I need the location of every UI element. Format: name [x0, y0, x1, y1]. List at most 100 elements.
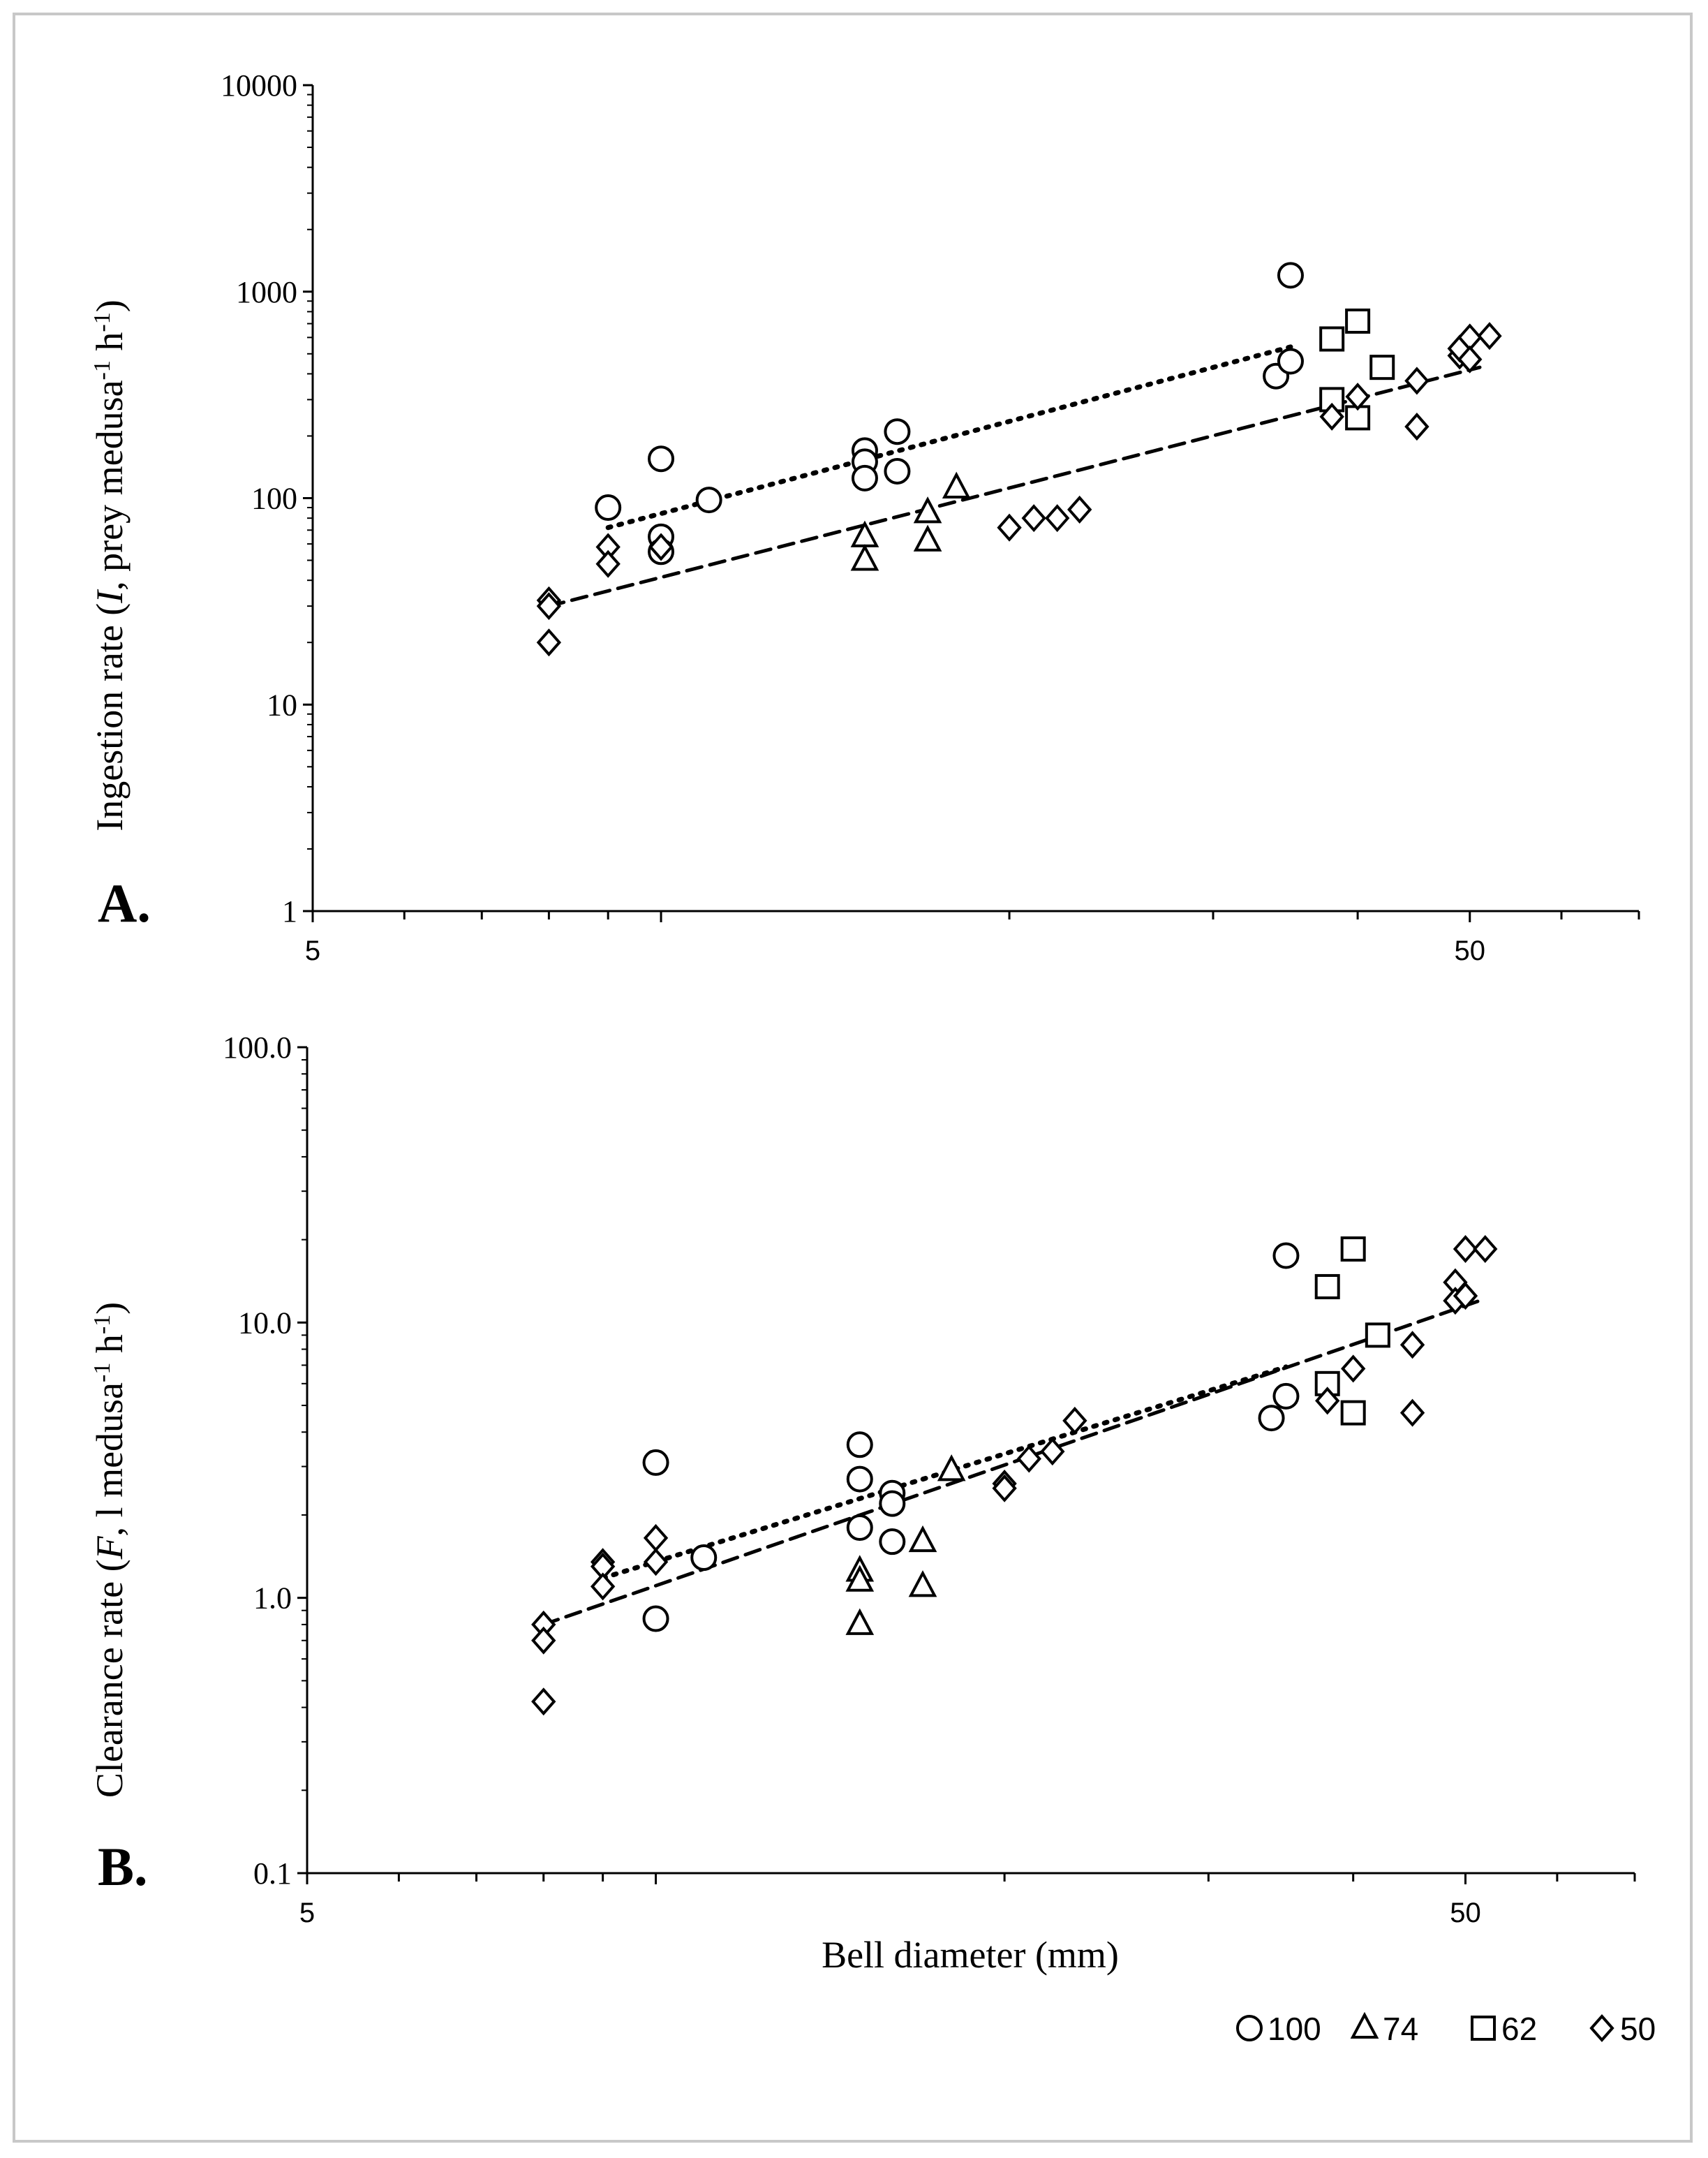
data-point-50 [1040, 1438, 1065, 1466]
data-point-50 [1404, 413, 1429, 441]
trendline-50 [547, 365, 1482, 608]
data-point-62 [1369, 355, 1395, 380]
data-point-50 [1341, 1354, 1366, 1383]
data-point-50 [1315, 1387, 1340, 1415]
data-point-100 [1277, 262, 1304, 289]
legend-marker-74 [1350, 2011, 1379, 2039]
x-tick-label: 50 [1455, 936, 1486, 966]
data-point-50 [1453, 1234, 1478, 1264]
panel-b-axes [297, 1046, 1636, 1884]
y-tick-label: 10.0 [238, 1306, 292, 1340]
data-point-100 [690, 1544, 718, 1572]
y-tick-label: 100 [251, 482, 297, 516]
data-point-50 [1404, 367, 1429, 395]
y-tick-label: 100.0 [223, 1030, 292, 1065]
data-point-50 [1021, 504, 1046, 533]
data-point-100 [851, 464, 878, 492]
panel-a-points [536, 262, 1502, 657]
panel-a-y-axis-title: Ingestion rate (I, prey medusa-1 h-1) [89, 300, 131, 831]
data-point-100 [879, 1528, 906, 1555]
data-point-50 [536, 592, 562, 621]
data-point-50 [1477, 322, 1502, 350]
legend: 100 74 62 50 [1236, 2011, 1656, 2047]
data-point-50 [531, 1626, 556, 1655]
data-point-100 [695, 487, 722, 514]
panel-b-points [531, 1234, 1498, 1716]
data-point-50 [1345, 383, 1370, 411]
data-point-50 [1062, 1406, 1087, 1435]
data-point-100 [1272, 1382, 1300, 1410]
data-point-74 [908, 1525, 937, 1553]
legend-marker-62 [1471, 2016, 1496, 2041]
data-point-100 [595, 494, 622, 522]
data-point-100 [846, 1514, 873, 1542]
y-tick-label: 0.1 [253, 1856, 292, 1891]
data-point-100 [1258, 1405, 1285, 1432]
data-point-100 [642, 1605, 669, 1632]
x-tick-label: 5 [299, 1898, 315, 1928]
data-point-50 [643, 1548, 669, 1576]
legend-label: 62 [1501, 2011, 1537, 2047]
figure-frame [13, 13, 1693, 2143]
data-point-100 [884, 457, 911, 485]
data-point-100 [884, 418, 911, 445]
data-point-50 [531, 1687, 556, 1716]
data-point-50 [648, 533, 674, 561]
data-point-50 [1067, 495, 1092, 524]
data-point-50 [643, 1523, 669, 1552]
data-point-74 [845, 1608, 875, 1635]
panel-b-label: B. [98, 1836, 148, 1897]
data-point-62 [1345, 308, 1371, 334]
data-point-50 [1016, 1444, 1041, 1473]
data-point-50 [1319, 402, 1344, 431]
data-point-74 [937, 1454, 966, 1481]
panel-b-trendlines [542, 1296, 1487, 1627]
panel-b: 0.1 1.0 10.0 100.0 5 50 B. Clearance rate (F,… [89, 1030, 1636, 1976]
data-point-74 [913, 496, 942, 524]
data-point-62 [1340, 1236, 1366, 1262]
data-point-100 [642, 1449, 669, 1476]
x-tick-label: 50 [1450, 1898, 1481, 1928]
data-point-62 [1314, 1273, 1340, 1299]
legend-label: 50 [1620, 2011, 1656, 2047]
y-tick-label: 10 [267, 688, 297, 722]
data-point-100 [879, 1490, 906, 1517]
panel-a-tick-labels: 1 10 100 1000 10000 5 50 [221, 68, 1485, 966]
y-tick-label: 1000 [236, 275, 297, 309]
y-tick-label: 1.0 [253, 1581, 292, 1616]
data-point-50 [595, 549, 621, 578]
data-point-74 [942, 471, 971, 498]
legend-marker-100 [1236, 2015, 1263, 2041]
data-point-50 [1399, 1331, 1425, 1359]
data-point-74 [908, 1570, 937, 1597]
y-tick-label: 10000 [221, 68, 297, 103]
data-point-50 [992, 1474, 1017, 1502]
panel-a-axes [303, 84, 1640, 922]
data-point-100 [846, 1465, 873, 1493]
data-point-50 [1399, 1398, 1425, 1427]
data-point-74 [913, 524, 942, 552]
data-point-100 [846, 1431, 873, 1458]
data-point-50 [590, 1572, 616, 1601]
data-point-62 [1365, 1322, 1390, 1348]
data-point-100 [648, 445, 675, 473]
data-point-62 [1319, 326, 1345, 352]
data-point-100 [1277, 348, 1304, 375]
panel-b-y-axis-title: Clearance rate (F, l medusa-1 h-1) [89, 1302, 131, 1798]
y-tick-label: 1 [282, 894, 297, 929]
data-point-62 [1340, 1400, 1366, 1426]
panel-a-trendlines [547, 344, 1482, 608]
data-point-100 [1272, 1242, 1300, 1269]
data-point-50 [1457, 345, 1483, 374]
panel-a-label: A. [98, 873, 151, 933]
panel-b-tick-labels: 0.1 1.0 10.0 100.0 5 50 [223, 1030, 1481, 1928]
data-point-50 [1453, 1282, 1478, 1310]
legend-marker-50 [1589, 2013, 1614, 2043]
legend-label: 74 [1383, 2011, 1418, 2047]
data-point-74 [850, 544, 879, 571]
legend-label: 100 [1268, 2011, 1321, 2047]
x-axis-title: Bell diameter (mm) [822, 1934, 1119, 1976]
data-point-50 [536, 628, 562, 657]
data-point-50 [1045, 504, 1070, 533]
